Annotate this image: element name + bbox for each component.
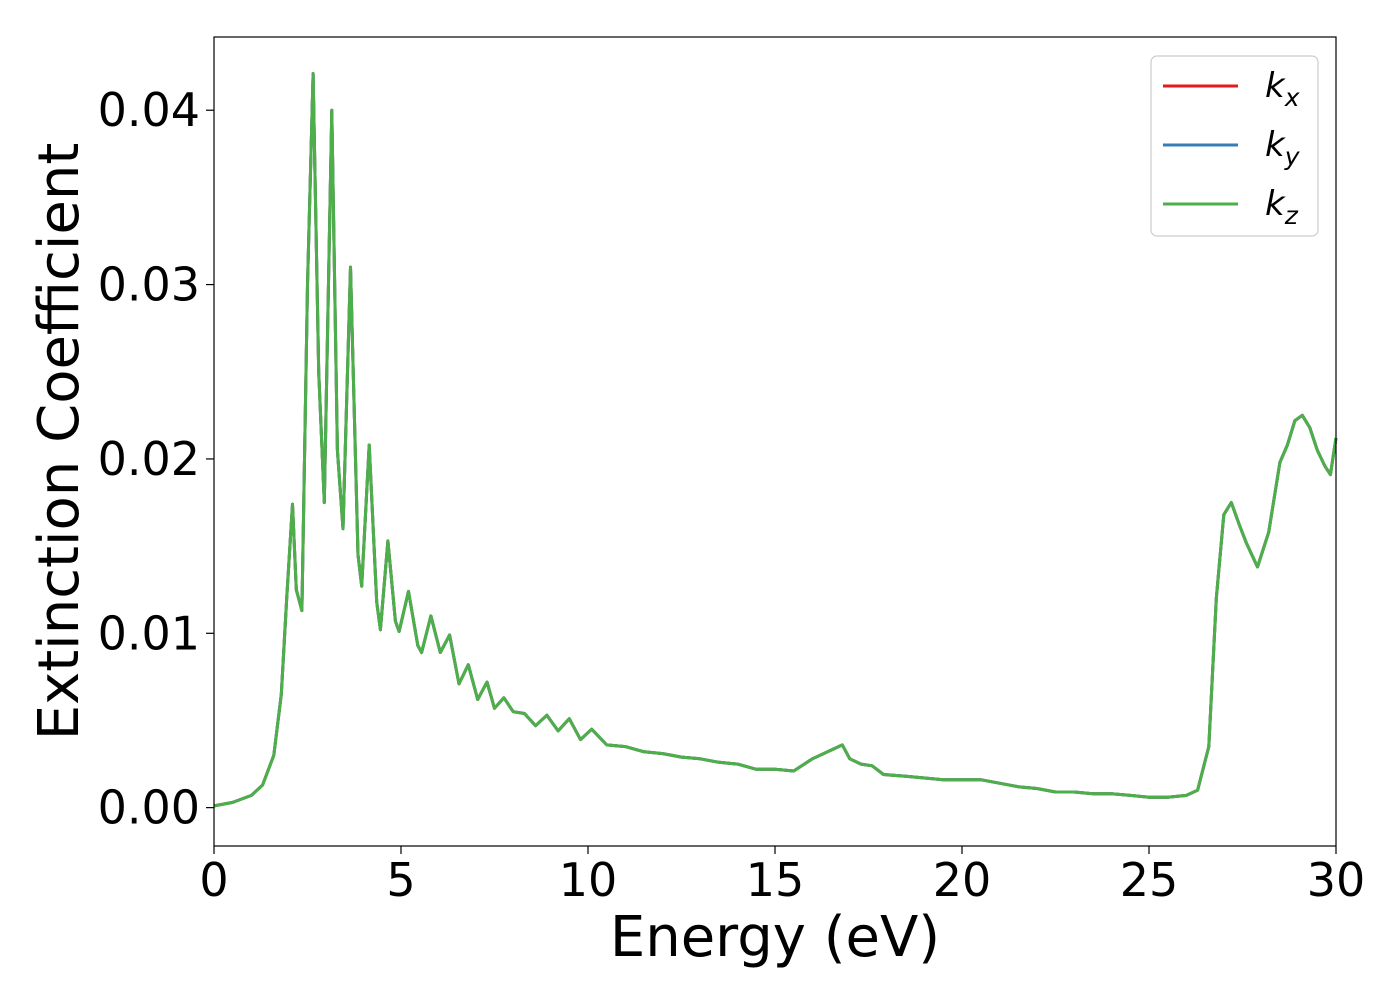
y-tick-label: 0.04 <box>98 83 200 137</box>
x-tick-label: 15 <box>746 853 805 907</box>
legend-label-kz: kz <box>1265 184 1299 230</box>
y-tick-label: 0.01 <box>98 606 200 660</box>
legend-label-kx: kx <box>1265 66 1300 112</box>
y-axis-label: Extinction Coefficient <box>27 143 92 741</box>
legend-label-ky: ky <box>1265 125 1301 171</box>
x-tick-label: 25 <box>1120 853 1179 907</box>
x-tick-label: 30 <box>1307 853 1366 907</box>
y-tick-label: 0.02 <box>98 432 200 486</box>
legend: kx ky kz <box>1150 55 1319 237</box>
x-axis-label: Energy (eV) <box>610 905 940 970</box>
x-axis: 0 5 10 15 20 25 30 <box>199 846 1365 907</box>
x-tick-label: 5 <box>386 853 415 907</box>
y-tick-label: 0.03 <box>98 258 200 312</box>
y-tick-label: 0.00 <box>98 781 200 835</box>
x-tick-label: 10 <box>559 853 618 907</box>
x-tick-label: 0 <box>199 853 228 907</box>
x-tick-label: 20 <box>933 853 992 907</box>
series-layer <box>213 72 1338 808</box>
y-axis: 0.00 0.01 0.02 0.03 0.04 <box>98 83 214 835</box>
series-line-kz <box>213 72 1338 808</box>
